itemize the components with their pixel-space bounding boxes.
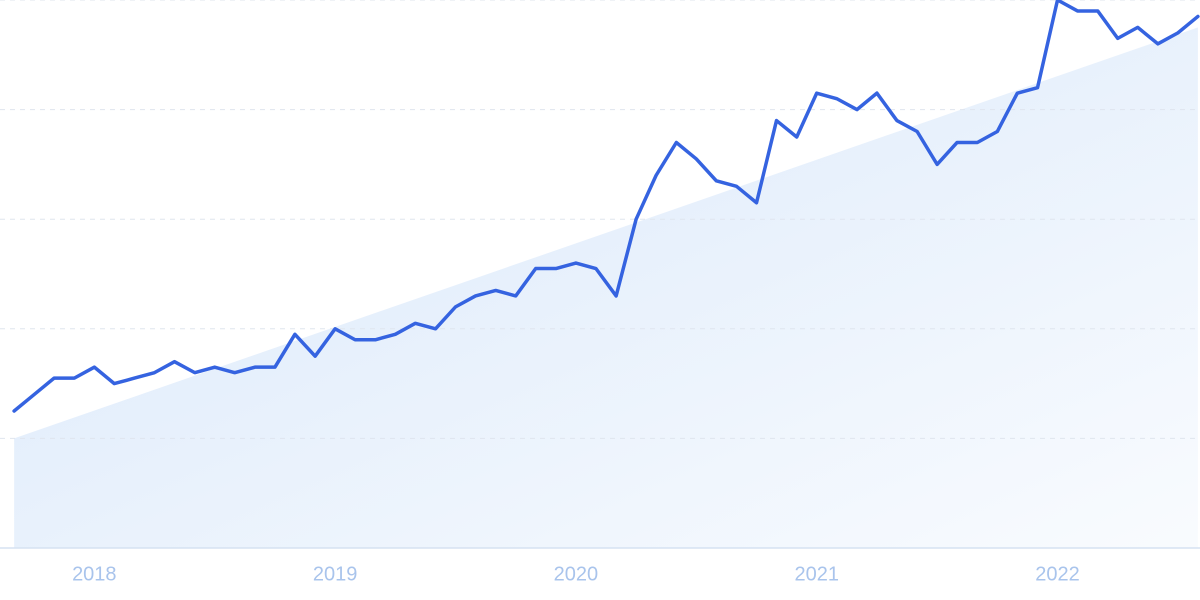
trend-area	[14, 27, 1198, 548]
x-tick-label: 2021	[794, 563, 839, 585]
x-tick-label: 2018	[72, 563, 117, 585]
x-tick-label: 2022	[1035, 563, 1080, 585]
x-tick-label: 2020	[554, 563, 599, 585]
trend-line	[12, 0, 1200, 413]
x-tick-label: 2019	[313, 563, 358, 585]
